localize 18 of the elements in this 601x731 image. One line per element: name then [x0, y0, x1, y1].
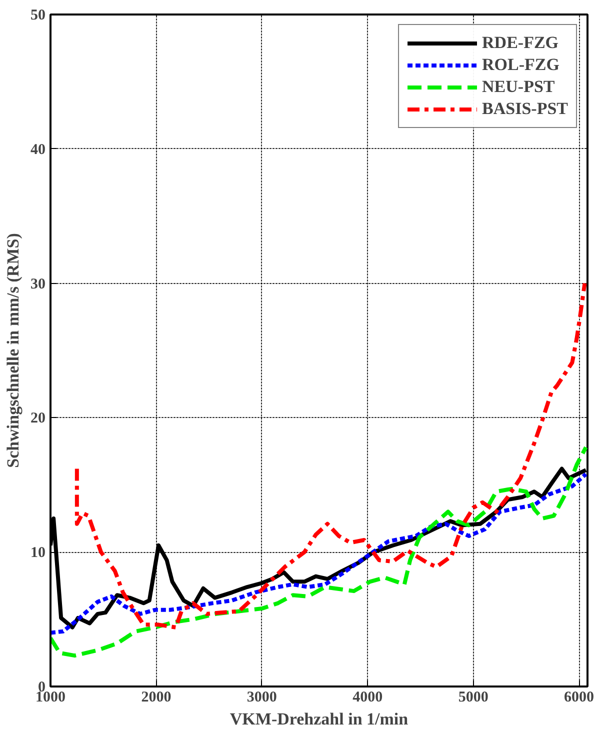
y-tick-label: 30	[30, 276, 46, 292]
x-tick-label: 3000	[246, 690, 277, 706]
y-tick-label: 40	[30, 142, 46, 158]
y-tick-label: 50	[30, 8, 46, 24]
x-axis-title: VKM-Drehzahl in 1/min	[230, 710, 409, 728]
x-tick-label: 5000	[458, 690, 488, 706]
x-tick-label: 4000	[352, 690, 383, 706]
legend-label: BASIS-PST	[482, 99, 568, 119]
line-series	[50, 445, 588, 658]
legend-label: RDE-FZG	[482, 33, 559, 53]
y-tick-label: 20	[30, 410, 46, 427]
x-tick-label: 2000	[141, 690, 172, 706]
y-tick-label: 10	[30, 545, 46, 562]
line-series	[74, 281, 587, 630]
y-axis-title: Schwingschnelle in mm/s (RMS)	[4, 233, 22, 468]
legend-label: ROL-FZG	[482, 55, 560, 75]
x-tick-label: 6000	[564, 690, 594, 706]
legend-label: NEU-PST	[482, 77, 555, 97]
